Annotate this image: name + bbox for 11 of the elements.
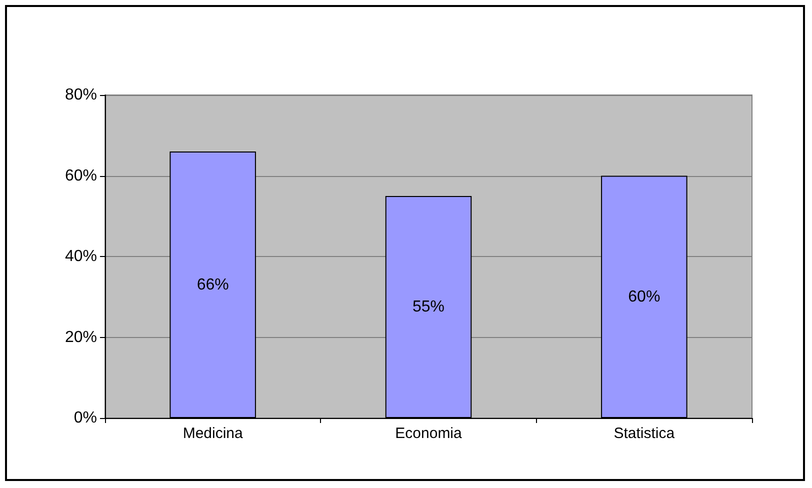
data-label: 55% bbox=[412, 298, 445, 316]
y-tick-label: 60% bbox=[64, 167, 97, 184]
x-tick-label: Medicina bbox=[182, 425, 244, 442]
x-tick-label: Statistica bbox=[614, 425, 676, 442]
y-tick-label: 20% bbox=[64, 328, 97, 346]
x-tick-label: Economia bbox=[395, 425, 463, 442]
data-label: 60% bbox=[628, 288, 660, 306]
data-label: 66% bbox=[196, 276, 229, 294]
y-tick-label: 0% bbox=[74, 410, 97, 426]
y-tick-label: 80% bbox=[64, 86, 97, 104]
y-tick-label: 40% bbox=[64, 248, 97, 265]
